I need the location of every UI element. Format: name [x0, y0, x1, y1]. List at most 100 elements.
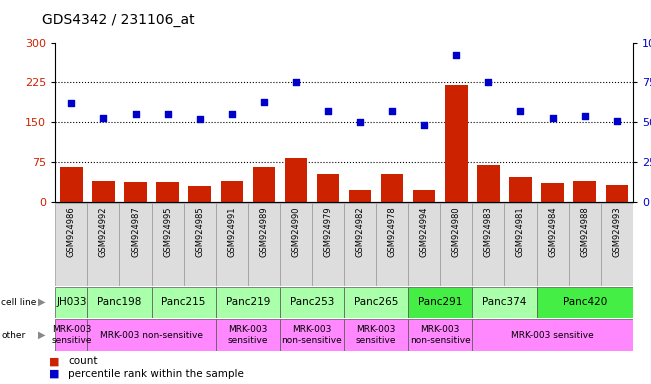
- Point: [451, 52, 462, 58]
- Text: cell line: cell line: [1, 298, 36, 307]
- Bar: [221, 181, 243, 202]
- Text: Panc215: Panc215: [161, 297, 206, 307]
- Bar: [60, 167, 83, 202]
- Text: GSM924994: GSM924994: [420, 207, 429, 257]
- Bar: [156, 182, 179, 202]
- Point: [387, 108, 397, 114]
- Bar: [215, 203, 248, 286]
- Bar: [344, 287, 408, 318]
- Bar: [408, 203, 440, 286]
- Bar: [55, 287, 87, 318]
- Text: GSM924993: GSM924993: [612, 207, 621, 257]
- Text: MRK-003 non-sensitive: MRK-003 non-sensitive: [100, 331, 203, 339]
- Bar: [344, 203, 376, 286]
- Bar: [473, 319, 633, 351]
- Text: GSM924990: GSM924990: [292, 207, 300, 257]
- Bar: [509, 177, 532, 202]
- Text: GSM924987: GSM924987: [131, 207, 140, 257]
- Point: [611, 118, 622, 124]
- Bar: [55, 319, 87, 351]
- Text: Panc253: Panc253: [290, 297, 334, 307]
- Text: ▶: ▶: [38, 297, 46, 307]
- Text: Panc219: Panc219: [226, 297, 270, 307]
- Bar: [344, 319, 408, 351]
- Point: [355, 119, 365, 126]
- Point: [98, 114, 109, 121]
- Point: [547, 114, 558, 121]
- Bar: [215, 287, 280, 318]
- Bar: [284, 159, 307, 202]
- Text: GSM924982: GSM924982: [355, 207, 365, 257]
- Bar: [87, 203, 120, 286]
- Bar: [605, 185, 628, 202]
- Bar: [376, 203, 408, 286]
- Text: GSM924983: GSM924983: [484, 207, 493, 257]
- Bar: [152, 203, 184, 286]
- Text: GSM924980: GSM924980: [452, 207, 461, 257]
- Point: [291, 79, 301, 86]
- Text: Panc420: Panc420: [562, 297, 607, 307]
- Text: MRK-003
non-sensitive: MRK-003 non-sensitive: [410, 325, 471, 345]
- Text: GDS4342 / 231106_at: GDS4342 / 231106_at: [42, 13, 195, 27]
- Bar: [317, 174, 339, 202]
- Point: [258, 99, 269, 105]
- Bar: [601, 203, 633, 286]
- Bar: [248, 203, 280, 286]
- Text: GSM924989: GSM924989: [259, 207, 268, 257]
- Text: GSM924988: GSM924988: [580, 207, 589, 257]
- Bar: [152, 287, 215, 318]
- Point: [323, 108, 333, 114]
- Text: GSM924981: GSM924981: [516, 207, 525, 257]
- Text: count: count: [68, 356, 98, 366]
- Text: other: other: [1, 331, 25, 339]
- Bar: [536, 203, 568, 286]
- Bar: [280, 203, 312, 286]
- Bar: [124, 182, 146, 202]
- Text: MRK-003
non-sensitive: MRK-003 non-sensitive: [282, 325, 342, 345]
- Text: MRK-003
sensitive: MRK-003 sensitive: [51, 325, 92, 345]
- Point: [579, 113, 590, 119]
- Bar: [477, 165, 499, 202]
- Bar: [215, 319, 280, 351]
- Bar: [408, 319, 473, 351]
- Text: GSM924979: GSM924979: [324, 207, 333, 257]
- Text: GSM924985: GSM924985: [195, 207, 204, 257]
- Bar: [536, 287, 633, 318]
- Text: ▶: ▶: [38, 330, 46, 340]
- Bar: [440, 203, 473, 286]
- Text: ■: ■: [49, 369, 59, 379]
- Text: Panc291: Panc291: [418, 297, 462, 307]
- Bar: [413, 190, 436, 202]
- Text: Panc265: Panc265: [354, 297, 398, 307]
- Point: [162, 111, 173, 118]
- Bar: [574, 181, 596, 202]
- Bar: [280, 287, 344, 318]
- Bar: [312, 203, 344, 286]
- Bar: [55, 203, 87, 286]
- Point: [419, 122, 430, 129]
- Point: [483, 79, 493, 86]
- Text: Panc198: Panc198: [97, 297, 142, 307]
- Text: GSM924986: GSM924986: [67, 207, 76, 257]
- Bar: [505, 203, 536, 286]
- Bar: [408, 287, 473, 318]
- Point: [516, 108, 526, 114]
- Bar: [120, 203, 152, 286]
- Bar: [189, 186, 211, 202]
- Point: [227, 111, 237, 118]
- Text: MRK-003
sensitive: MRK-003 sensitive: [228, 325, 268, 345]
- Bar: [381, 174, 404, 202]
- Point: [195, 116, 205, 122]
- Bar: [349, 190, 371, 202]
- Bar: [473, 287, 536, 318]
- Bar: [184, 203, 215, 286]
- Text: GSM924995: GSM924995: [163, 207, 172, 257]
- Text: GSM924984: GSM924984: [548, 207, 557, 257]
- Bar: [87, 319, 215, 351]
- Bar: [92, 181, 115, 202]
- Text: Panc374: Panc374: [482, 297, 527, 307]
- Text: JH033: JH033: [56, 297, 87, 307]
- Bar: [473, 203, 505, 286]
- Text: percentile rank within the sample: percentile rank within the sample: [68, 369, 244, 379]
- Text: GSM924992: GSM924992: [99, 207, 108, 257]
